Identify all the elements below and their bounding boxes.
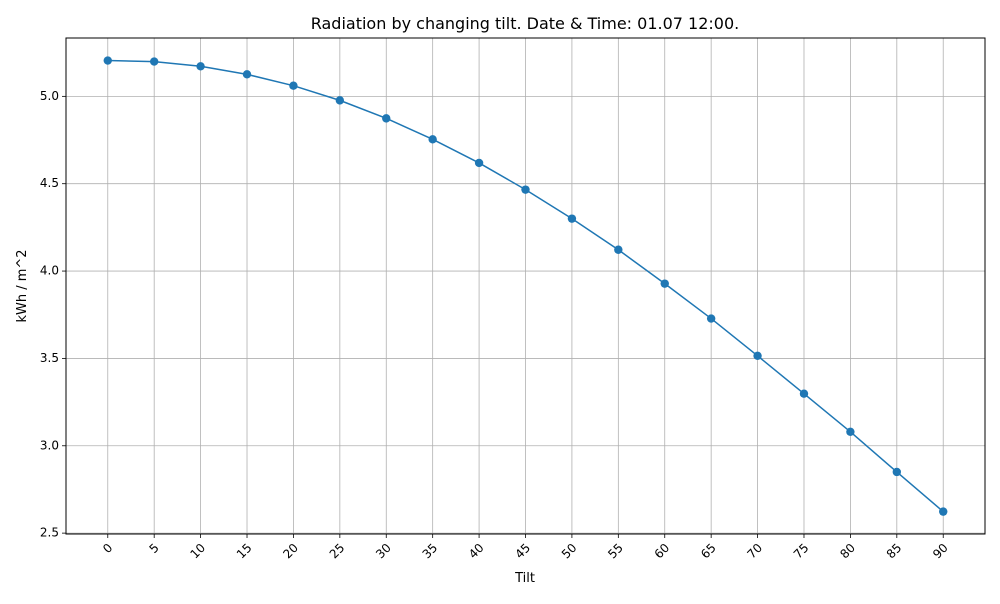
data-point <box>799 389 809 398</box>
data-point <box>382 114 391 123</box>
data-point <box>242 70 252 79</box>
y-tick-label: 5.0 <box>40 89 59 103</box>
data-point <box>521 185 530 194</box>
y-axis-ticks: 2.5 3.0 3.5 4.0 4.5 5.0 <box>40 89 66 540</box>
data-point <box>706 314 716 323</box>
data-point <box>103 56 112 65</box>
data-point <box>939 507 948 516</box>
data-point <box>614 245 623 254</box>
y-tick-label: 4.0 <box>40 264 59 278</box>
data-point <box>753 351 762 360</box>
grid-lines <box>66 38 985 534</box>
x-axis-label: Tilt <box>514 571 535 586</box>
data-point <box>149 57 159 66</box>
data-point <box>567 214 577 223</box>
y-tick-label: 3.5 <box>40 351 59 365</box>
chart-title: Radiation by changing tilt. Date & Time:… <box>311 14 740 33</box>
data-point <box>474 158 484 168</box>
data-point <box>660 279 669 288</box>
y-tick-label: 4.5 <box>40 176 59 190</box>
data-point <box>428 135 437 144</box>
data-point <box>196 62 205 71</box>
y-tick-label: 2.5 <box>40 526 59 540</box>
data-point <box>892 467 902 477</box>
series-layer <box>103 56 948 516</box>
data-point <box>335 96 345 105</box>
data-point <box>846 427 855 436</box>
y-tick-label: 3.0 <box>40 438 59 452</box>
data-point <box>289 81 298 90</box>
y-axis-label: kWh / m^2 <box>15 249 30 322</box>
